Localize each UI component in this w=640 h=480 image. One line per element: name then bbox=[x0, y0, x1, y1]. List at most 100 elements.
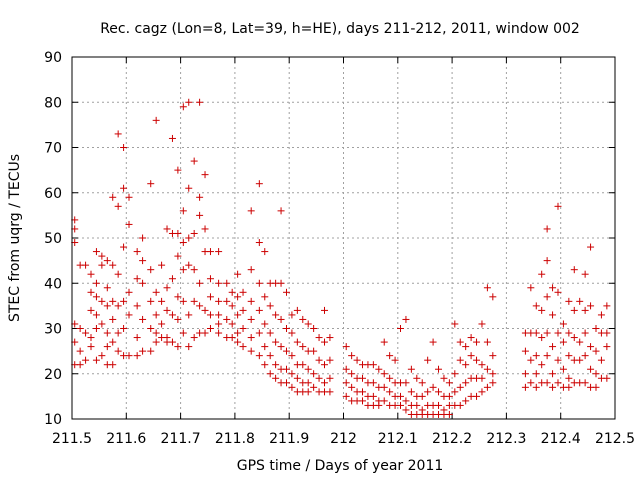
data-point bbox=[190, 297, 198, 305]
data-point bbox=[538, 361, 546, 369]
data-point bbox=[282, 347, 290, 355]
data-point bbox=[386, 352, 394, 360]
data-point bbox=[310, 325, 318, 332]
data-point bbox=[462, 361, 470, 369]
data-point bbox=[315, 356, 323, 364]
data-point bbox=[467, 352, 475, 360]
data-point bbox=[215, 320, 223, 328]
data-point bbox=[554, 288, 562, 296]
data-point bbox=[247, 334, 255, 342]
data-point bbox=[82, 356, 90, 364]
data-point bbox=[565, 352, 573, 360]
data-point bbox=[353, 356, 361, 364]
data-point bbox=[133, 275, 141, 283]
data-point bbox=[282, 288, 290, 296]
data-point bbox=[109, 338, 117, 346]
data-point bbox=[483, 383, 491, 391]
data-point bbox=[293, 338, 301, 346]
data-point bbox=[215, 297, 223, 305]
data-point bbox=[592, 325, 600, 332]
data-point bbox=[114, 347, 122, 355]
data-point bbox=[559, 320, 567, 328]
data-point bbox=[196, 302, 204, 310]
x-axis-label: GPS time / Days of year 2011 bbox=[237, 458, 444, 474]
data-point bbox=[234, 338, 242, 346]
data-point bbox=[109, 361, 117, 369]
x-tick-label: 211.6 bbox=[106, 431, 146, 447]
data-point bbox=[277, 279, 285, 287]
data-point bbox=[120, 184, 128, 192]
data-point bbox=[92, 325, 100, 332]
data-point bbox=[565, 374, 573, 382]
data-point bbox=[288, 329, 296, 337]
data-point bbox=[109, 193, 117, 201]
data-point bbox=[483, 284, 491, 292]
data-point bbox=[326, 356, 334, 364]
data-point bbox=[310, 370, 318, 378]
data-point bbox=[125, 220, 133, 228]
data-point bbox=[114, 270, 122, 278]
data-point bbox=[139, 347, 147, 355]
data-point bbox=[247, 266, 255, 274]
data-point bbox=[109, 261, 117, 269]
data-point bbox=[87, 334, 95, 342]
data-point bbox=[299, 361, 307, 369]
data-point bbox=[185, 184, 193, 192]
data-point bbox=[109, 315, 117, 323]
data-point bbox=[163, 306, 171, 314]
data-point bbox=[272, 374, 280, 382]
data-point bbox=[185, 261, 193, 269]
data-point bbox=[451, 320, 459, 328]
data-point bbox=[380, 338, 388, 346]
data-point bbox=[456, 401, 464, 409]
data-point bbox=[174, 229, 182, 237]
data-point bbox=[549, 284, 557, 292]
data-point bbox=[521, 347, 529, 355]
data-point bbox=[386, 374, 394, 382]
data-point bbox=[247, 315, 255, 323]
data-point bbox=[538, 270, 546, 278]
y-tick-label: 60 bbox=[44, 186, 62, 202]
data-point bbox=[418, 392, 426, 400]
data-point bbox=[462, 343, 470, 351]
data-point bbox=[158, 320, 166, 328]
data-point bbox=[456, 356, 464, 364]
data-point bbox=[435, 401, 443, 409]
y-tick-label: 90 bbox=[44, 50, 62, 66]
data-point bbox=[489, 352, 497, 360]
data-point bbox=[538, 334, 546, 342]
data-point bbox=[282, 379, 290, 387]
data-point bbox=[255, 180, 263, 188]
y-tick-label: 10 bbox=[44, 412, 62, 428]
data-point bbox=[473, 356, 481, 364]
data-point bbox=[179, 266, 187, 274]
data-point bbox=[320, 306, 328, 314]
data-point bbox=[424, 356, 432, 364]
x-tick-label: 211.9 bbox=[269, 431, 309, 447]
data-point bbox=[597, 356, 605, 364]
data-point bbox=[429, 338, 437, 346]
data-point bbox=[190, 157, 198, 165]
data-point bbox=[163, 284, 171, 292]
data-point bbox=[266, 352, 274, 360]
x-tick-label: 212.5 bbox=[595, 431, 635, 447]
data-point bbox=[76, 347, 84, 355]
data-point bbox=[272, 361, 280, 369]
data-point bbox=[92, 248, 100, 256]
data-point bbox=[147, 266, 155, 274]
data-point bbox=[402, 315, 410, 323]
data-point bbox=[87, 343, 95, 351]
data-point bbox=[114, 130, 122, 138]
data-point bbox=[478, 320, 486, 328]
data-point bbox=[288, 383, 296, 391]
data-point bbox=[239, 288, 247, 296]
data-point bbox=[565, 297, 573, 305]
data-point bbox=[532, 329, 540, 337]
data-point bbox=[576, 338, 584, 346]
data-point bbox=[147, 180, 155, 188]
data-point bbox=[386, 388, 394, 396]
data-point bbox=[451, 370, 459, 378]
y-tick-label: 20 bbox=[44, 367, 62, 383]
data-point bbox=[152, 338, 160, 346]
data-point bbox=[152, 311, 160, 319]
